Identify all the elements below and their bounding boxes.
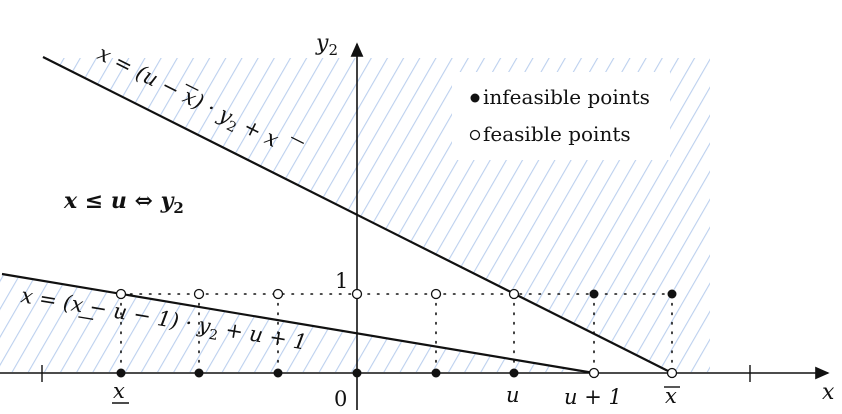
infeasible-point — [273, 368, 283, 378]
legend-infeasible-label: infeasible points — [483, 85, 650, 109]
x-axis-label: x — [822, 380, 835, 405]
feasible-point — [430, 288, 442, 300]
legend-feasible-marker — [469, 129, 481, 141]
feasible-point — [272, 288, 284, 300]
bottom-row-points — [116, 367, 678, 379]
x-upper-bound-label: x — [664, 384, 680, 408]
feasible-point — [351, 288, 363, 300]
legend: infeasible points feasible points — [469, 85, 650, 146]
infeasible-point — [509, 368, 519, 378]
x-lower-bound-label: x — [112, 379, 129, 404]
infeasible-point — [194, 368, 204, 378]
feasible-point — [115, 288, 127, 300]
origin-label: 0 — [334, 387, 347, 411]
u-plus-1-label: u + 1 — [564, 385, 622, 409]
legend-box — [452, 72, 670, 160]
top-row-points — [115, 288, 677, 300]
equivalence-annotation: x ≤ u ⇔ y2 — [63, 188, 184, 217]
infeasible-point — [116, 368, 126, 378]
infeasible-point — [352, 368, 362, 378]
svg-text:x: x — [665, 384, 677, 408]
infeasible-point — [431, 368, 441, 378]
feasible-point — [666, 367, 678, 379]
legend-infeasible-marker — [470, 93, 480, 103]
legend-feasible-label: feasible points — [483, 122, 631, 146]
feasible-point — [588, 367, 600, 379]
feasible-point — [508, 288, 520, 300]
lower-constraint-line — [1, 272, 595, 375]
y-one-label: 1 — [335, 269, 348, 293]
u-label: u — [506, 383, 520, 407]
infeasible-point — [667, 289, 677, 299]
y-axis-label: y2 — [315, 31, 338, 59]
infeasible-point — [589, 289, 599, 299]
upper-constraint-line — [42, 56, 673, 374]
svg-text:x: x — [113, 379, 125, 403]
feasible-point — [193, 288, 205, 300]
